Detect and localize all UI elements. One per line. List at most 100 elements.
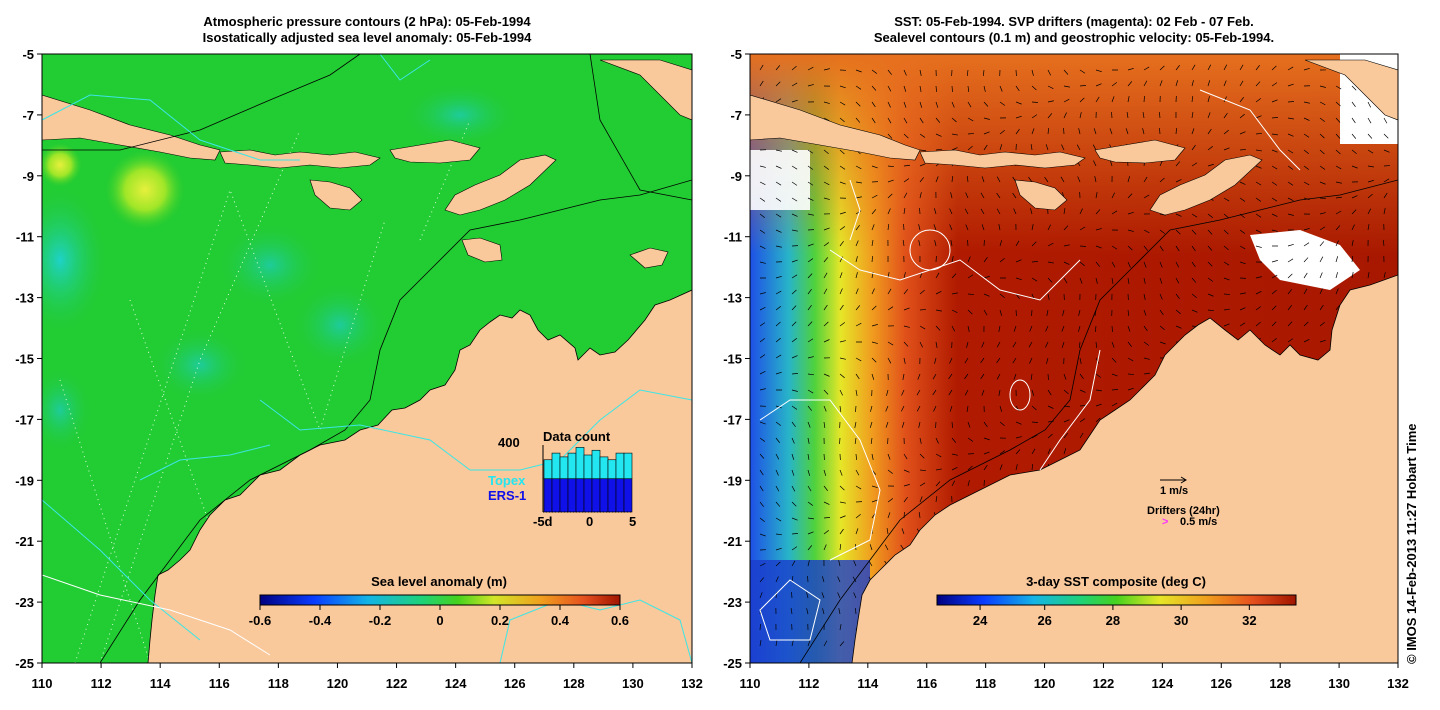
left-lat-tick: -7 [22,108,34,123]
right-lat-tick: -15 [723,352,742,367]
sla-high-blob [105,150,185,230]
count-bar-topex [607,459,617,480]
left-lon-tick: 116 [209,676,230,691]
left-lon-tick: 124 [445,676,467,691]
left-lon-tick: 126 [504,676,526,691]
sla-colorbar-tick: 0 [436,613,443,628]
right-lon-tick: 112 [798,676,819,691]
sst-colorbar: 3-day SST composite (deg C) 24 26 28 30 32 [936,574,1297,628]
pressure-contours [42,54,692,663]
left-lat-tick: -21 [15,534,34,549]
right-lon-tick: 110 [740,676,761,691]
right-lon-tick: 120 [1034,676,1056,691]
left-lat-tick: -23 [15,595,34,610]
right-title-line1: SST: 05-Feb-1994. SVP drifters (magenta)… [894,14,1254,29]
count-bar-ers1 [543,478,553,513]
count-tick-0: 0 [586,514,593,529]
right-lon-tick: 116 [916,676,937,691]
count-bar-topex [551,452,561,480]
count-tick-5: 5 [629,514,636,529]
right-lon-tick: 132 [1387,676,1409,691]
sla-colorbar-tick: 0.2 [491,613,509,628]
sla-colorbar-tick: 0.6 [611,613,629,628]
left-lat-tick: -25 [15,656,34,671]
left-map-axes: -5 -7 -9 -11 -13 -15 -17 -19 -21 -23 -25 110 112 114 1… [15,47,703,691]
count-bar-topex [575,447,585,480]
left-title-line2: Isostatically adjusted sea level anomaly… [202,30,532,45]
sst-colorbar-tick: 28 [1106,613,1120,628]
land-australia-right [851,274,1398,663]
satellite-tracks [59,119,471,663]
sla-colorbar: Sea level anomaly (m) -0.6 -0.4 -0.2 0 0.2 0.… [249,574,629,628]
sla-colorbar-tick: -0.4 [309,613,332,628]
left-title-line1: Atmospheric pressure contours (2 hPa): 0… [203,14,531,29]
drifter-symbol: > [1162,516,1168,528]
count-bar-topex [583,454,593,480]
left-lon-tick: 114 [150,676,172,691]
sst-colorbar-tick: 32 [1242,613,1256,628]
count-bar-topex [559,456,569,480]
count-bar-ers1 [623,478,633,513]
left-lat-tick: -5 [22,47,34,62]
count-bar-ers1 [567,478,577,513]
left-lon-tick: 118 [268,676,289,691]
left-lat-tick: -15 [15,352,34,367]
left-lon-tick: 132 [681,676,703,691]
islands-right [750,59,1398,216]
count-bar-ers1 [615,478,625,513]
count-bar-ers1 [583,478,593,513]
islands-indonesia [42,59,692,269]
right-lat-tick: -9 [730,169,742,184]
count-bar-topex [567,452,577,480]
sst-colorbar-tick: 26 [1037,613,1051,628]
right-lon-tick: 130 [1328,676,1350,691]
right-lon-tick: 126 [1210,676,1232,691]
velocity-legend: 1 m/s Drifters (24hr) > 0.5 m/s [1147,476,1220,528]
left-lon-tick: 110 [32,676,53,691]
data-count-inset: Data count 400 Topex ERS-1 -5d 0 5 [488,429,636,529]
left-map [42,54,692,663]
left-lat-tick: -19 [15,473,34,488]
right-lat-tick: -7 [730,108,742,123]
right-lat-tick: -25 [723,656,742,671]
left-lat-tick: -17 [15,412,34,427]
right-lat-tick: -11 [724,230,742,245]
count-bar-ers1 [559,478,569,513]
right-lat-tick: -5 [730,47,742,62]
left-lon-tick: 112 [91,676,112,691]
left-lat-tick: -11 [16,230,34,245]
count-bar-ers1 [551,478,561,513]
left-lon-tick: 130 [622,676,644,691]
drifter-speed: 0.5 m/s [1180,516,1217,528]
right-map-title: SST: 05-Feb-1994. SVP drifters (magenta)… [750,14,1398,46]
legend-topex: Topex [488,473,526,488]
right-lon-tick: 128 [1269,676,1291,691]
left-lon-tick: 120 [327,676,349,691]
right-lat-tick: -17 [723,412,742,427]
left-lat-tick: -9 [22,169,34,184]
sst-colorbar-tick: 30 [1174,613,1188,628]
sla-colorbar-tick: -0.6 [249,613,271,628]
count-tick-neg5: -5d [533,514,553,529]
sla-low-west [42,190,105,330]
right-map [750,54,1398,663]
right-lat-tick: -13 [723,291,742,306]
count-bar-ers1 [575,478,585,513]
right-lon-tick: 118 [975,676,996,691]
count-bar-ers1 [599,478,609,513]
left-lon-tick: 128 [563,676,585,691]
land-australia [147,289,692,663]
sla-colorbar-tick: -0.2 [369,613,391,628]
drifters-label: Drifters (24hr) [1147,505,1220,517]
data-count-max: 400 [498,435,520,450]
left-lon-tick: 122 [386,676,408,691]
right-map-axes: -5 -7 -9 -11 -13 -15 -17 -19 -21 -23 -25 110 112 114 1… [723,47,1409,691]
right-lon-tick: 122 [1093,676,1115,691]
data-count-title: Data count [543,429,611,444]
count-bar-topex [623,452,633,480]
right-lon-tick: 114 [857,676,879,691]
credit-text: © IMOS 14-Feb-2013 11:27 Hobart Time [1404,423,1419,664]
scale-label: 1 m/s [1160,485,1188,497]
sla-colorbar-label: Sea level anomaly (m) [371,574,507,589]
